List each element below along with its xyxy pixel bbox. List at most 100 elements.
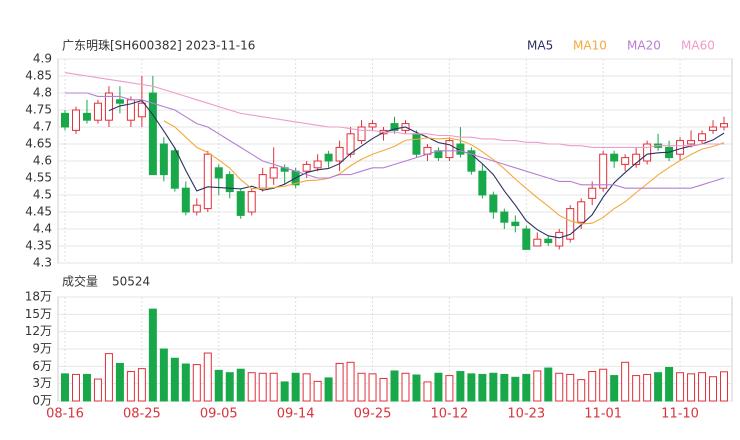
candle-body <box>192 204 201 213</box>
y-tick-label: 4.4 <box>33 222 52 236</box>
candle-body <box>720 123 728 128</box>
volume-bar <box>93 378 102 402</box>
candle-body <box>148 92 157 176</box>
volume-bar <box>291 372 300 402</box>
candle-body <box>203 153 212 210</box>
candle-body <box>632 153 641 165</box>
volume-bar <box>379 377 388 402</box>
y-tick-label: 4.45 <box>25 205 52 219</box>
volume-last: 50524 <box>112 275 150 289</box>
volume-bar <box>467 373 476 402</box>
volume-bar <box>280 381 289 402</box>
volume-bar <box>533 370 542 402</box>
candle-body <box>577 201 586 223</box>
candle-body <box>511 221 520 227</box>
candle-body <box>302 163 311 172</box>
ma-line <box>64 72 724 148</box>
x-tick-label: 10-23 <box>507 407 545 422</box>
volume-bar <box>445 375 454 402</box>
candle-body <box>313 160 322 169</box>
y-tick-label: 4.85 <box>25 69 52 83</box>
volume-bar <box>511 376 520 402</box>
volume-bar <box>82 373 91 402</box>
volume-bar <box>61 373 69 402</box>
candle-body <box>82 112 91 121</box>
y-tick-label: 0万 <box>32 394 52 408</box>
candle-body <box>467 150 476 172</box>
candle-body <box>104 92 113 121</box>
y-tick-label: 4.55 <box>25 171 52 185</box>
candle-body <box>357 126 366 142</box>
volume-bar <box>346 361 355 402</box>
candle-body <box>412 133 421 155</box>
y-tick-label: 6万 <box>32 359 52 373</box>
volume-bar <box>412 374 421 402</box>
candle-body <box>61 112 69 128</box>
volume-title: 成交量 <box>62 274 98 289</box>
x-tick-label: 09-14 <box>277 407 315 422</box>
candle-body <box>247 191 256 213</box>
candle-body <box>687 140 696 145</box>
volume-bar <box>720 371 728 402</box>
candle-body <box>599 153 608 189</box>
legend-entry: MA20 <box>627 39 661 53</box>
candle-body <box>181 187 190 213</box>
y-tick-label: 18万 <box>25 290 52 304</box>
volume-bar <box>159 348 168 402</box>
y-tick-label: 4.9 <box>33 52 52 66</box>
volume-bar <box>654 372 663 402</box>
volume-bar <box>577 379 586 402</box>
volume-bar <box>632 375 641 402</box>
candle-body <box>159 143 168 176</box>
volume-bar <box>566 373 575 402</box>
candle-body <box>555 231 564 247</box>
volume-bar <box>544 367 553 402</box>
y-tick-label: 4.7 <box>33 120 52 134</box>
volume-bar <box>104 353 113 402</box>
candle-body <box>368 123 377 128</box>
volume-bar <box>115 362 124 402</box>
volume-bar <box>621 361 630 402</box>
y-tick-label: 9万 <box>32 342 52 356</box>
volume-bar <box>709 376 718 402</box>
candle-body <box>709 126 718 131</box>
volume-bar <box>665 366 674 402</box>
candle-body <box>335 146 344 162</box>
candle-body <box>445 140 454 159</box>
volume-bar <box>335 362 344 402</box>
volume-bar <box>643 373 652 402</box>
volume-bar <box>170 357 179 402</box>
volume-bar <box>148 308 157 402</box>
volume-bar <box>225 372 234 402</box>
volume-bar <box>588 371 597 402</box>
ma-line <box>163 120 725 225</box>
candle-body <box>137 102 146 118</box>
x-tick-label: 09-25 <box>354 407 392 422</box>
chart-title: 广东明珠[SH600382] 2023-11-16 <box>62 39 255 53</box>
y-tick-label: 15万 <box>25 307 52 321</box>
ma-line <box>65 92 725 189</box>
candle-body <box>621 157 630 165</box>
volume-bar <box>236 368 245 402</box>
volume-bar <box>434 372 443 402</box>
x-tick-label: 09-05 <box>200 407 238 422</box>
candle-body <box>478 170 487 196</box>
x-tick-label: 11-10 <box>661 407 699 422</box>
volume-bar <box>555 372 564 402</box>
volume-bar <box>698 372 707 402</box>
volume-bar <box>401 372 410 402</box>
volume-bar <box>610 375 619 402</box>
candle-body <box>588 187 597 199</box>
volume-bar <box>181 363 190 402</box>
x-tick-label: 08-25 <box>123 407 161 422</box>
candle-body <box>71 109 80 131</box>
y-tick-label: 12万 <box>25 324 52 338</box>
y-tick-label: 4.8 <box>33 86 52 100</box>
candle-body <box>489 194 498 213</box>
volume-bar <box>214 369 223 402</box>
volume-bar <box>203 352 212 402</box>
volume-bar <box>313 380 322 402</box>
candle-body <box>214 167 223 179</box>
